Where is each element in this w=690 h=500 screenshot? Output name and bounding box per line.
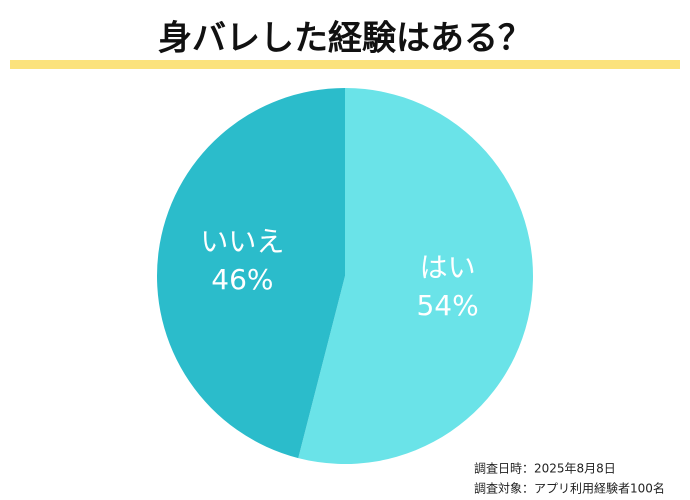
- slice-value-label: 54%: [416, 289, 478, 322]
- chart-title: 身バレした経験はある？: [158, 19, 532, 59]
- footnote: 調査対象：アプリ利用経験者100名: [474, 481, 665, 496]
- pie-slice: [298, 88, 533, 464]
- title-underline: [10, 60, 680, 69]
- pie-slice: [157, 88, 345, 459]
- slice-value-label: 46%: [211, 263, 273, 296]
- slice-category: いいえ: [200, 225, 284, 258]
- slice-category: はい: [420, 251, 476, 284]
- footnote: 調査日時：2025年8月8日: [474, 462, 616, 476]
